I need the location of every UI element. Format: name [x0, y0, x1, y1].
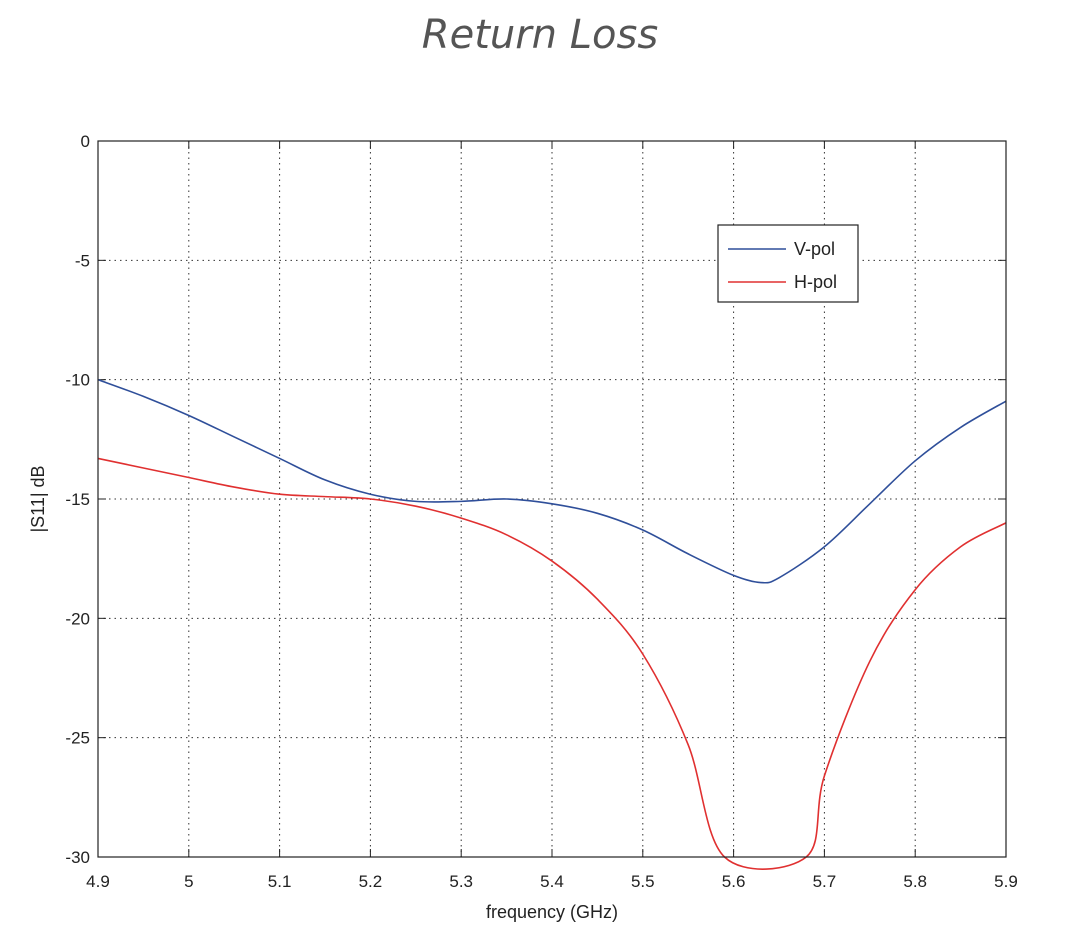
x-tick-label: 5.4	[540, 872, 564, 891]
y-tick-label: -10	[65, 371, 90, 390]
series-line-v-pol	[97, 378, 1007, 584]
y-axis-label: |S11| dB	[28, 465, 48, 532]
series-line-h-pol	[97, 457, 1007, 870]
chart-title: Return Loss	[421, 12, 659, 58]
x-tick-label: 5.9	[994, 872, 1018, 891]
legend-label: V-pol	[794, 239, 835, 259]
y-tick-label: -25	[65, 729, 90, 748]
y-tick-label: -15	[65, 490, 90, 509]
x-tick-label: 5.1	[268, 872, 292, 891]
y-tick-label: -30	[65, 848, 90, 867]
x-tick-label: 5.5	[631, 872, 655, 891]
x-tick-label: 5.3	[449, 872, 473, 891]
x-tick-label: 5.6	[722, 872, 746, 891]
y-tick-label: 0	[81, 132, 90, 151]
legend-label: H-pol	[794, 272, 837, 292]
grid-lines	[97, 140, 1007, 858]
x-tick-label: 5.8	[903, 872, 927, 891]
x-tick-label: 5.2	[359, 872, 383, 891]
legend: V-pol H-pol	[717, 224, 859, 303]
series-lines	[97, 378, 1007, 870]
legend-box	[717, 224, 859, 303]
y-tick-label: -20	[65, 609, 90, 628]
x-tick-label: 5	[184, 872, 193, 891]
x-tick-label: 5.7	[813, 872, 837, 891]
x-tick-label: 4.9	[86, 872, 110, 891]
tick-labels: 4.9 5 5.1 5.2 5.3 5.4 5.5 5.6 5.7 5.8 5.9 0 -5 -10 -15…	[65, 132, 1017, 891]
y-tick-label: -5	[75, 251, 90, 270]
x-axis-label: frequency (GHz)	[486, 902, 618, 922]
plot-frame	[97, 140, 1007, 858]
